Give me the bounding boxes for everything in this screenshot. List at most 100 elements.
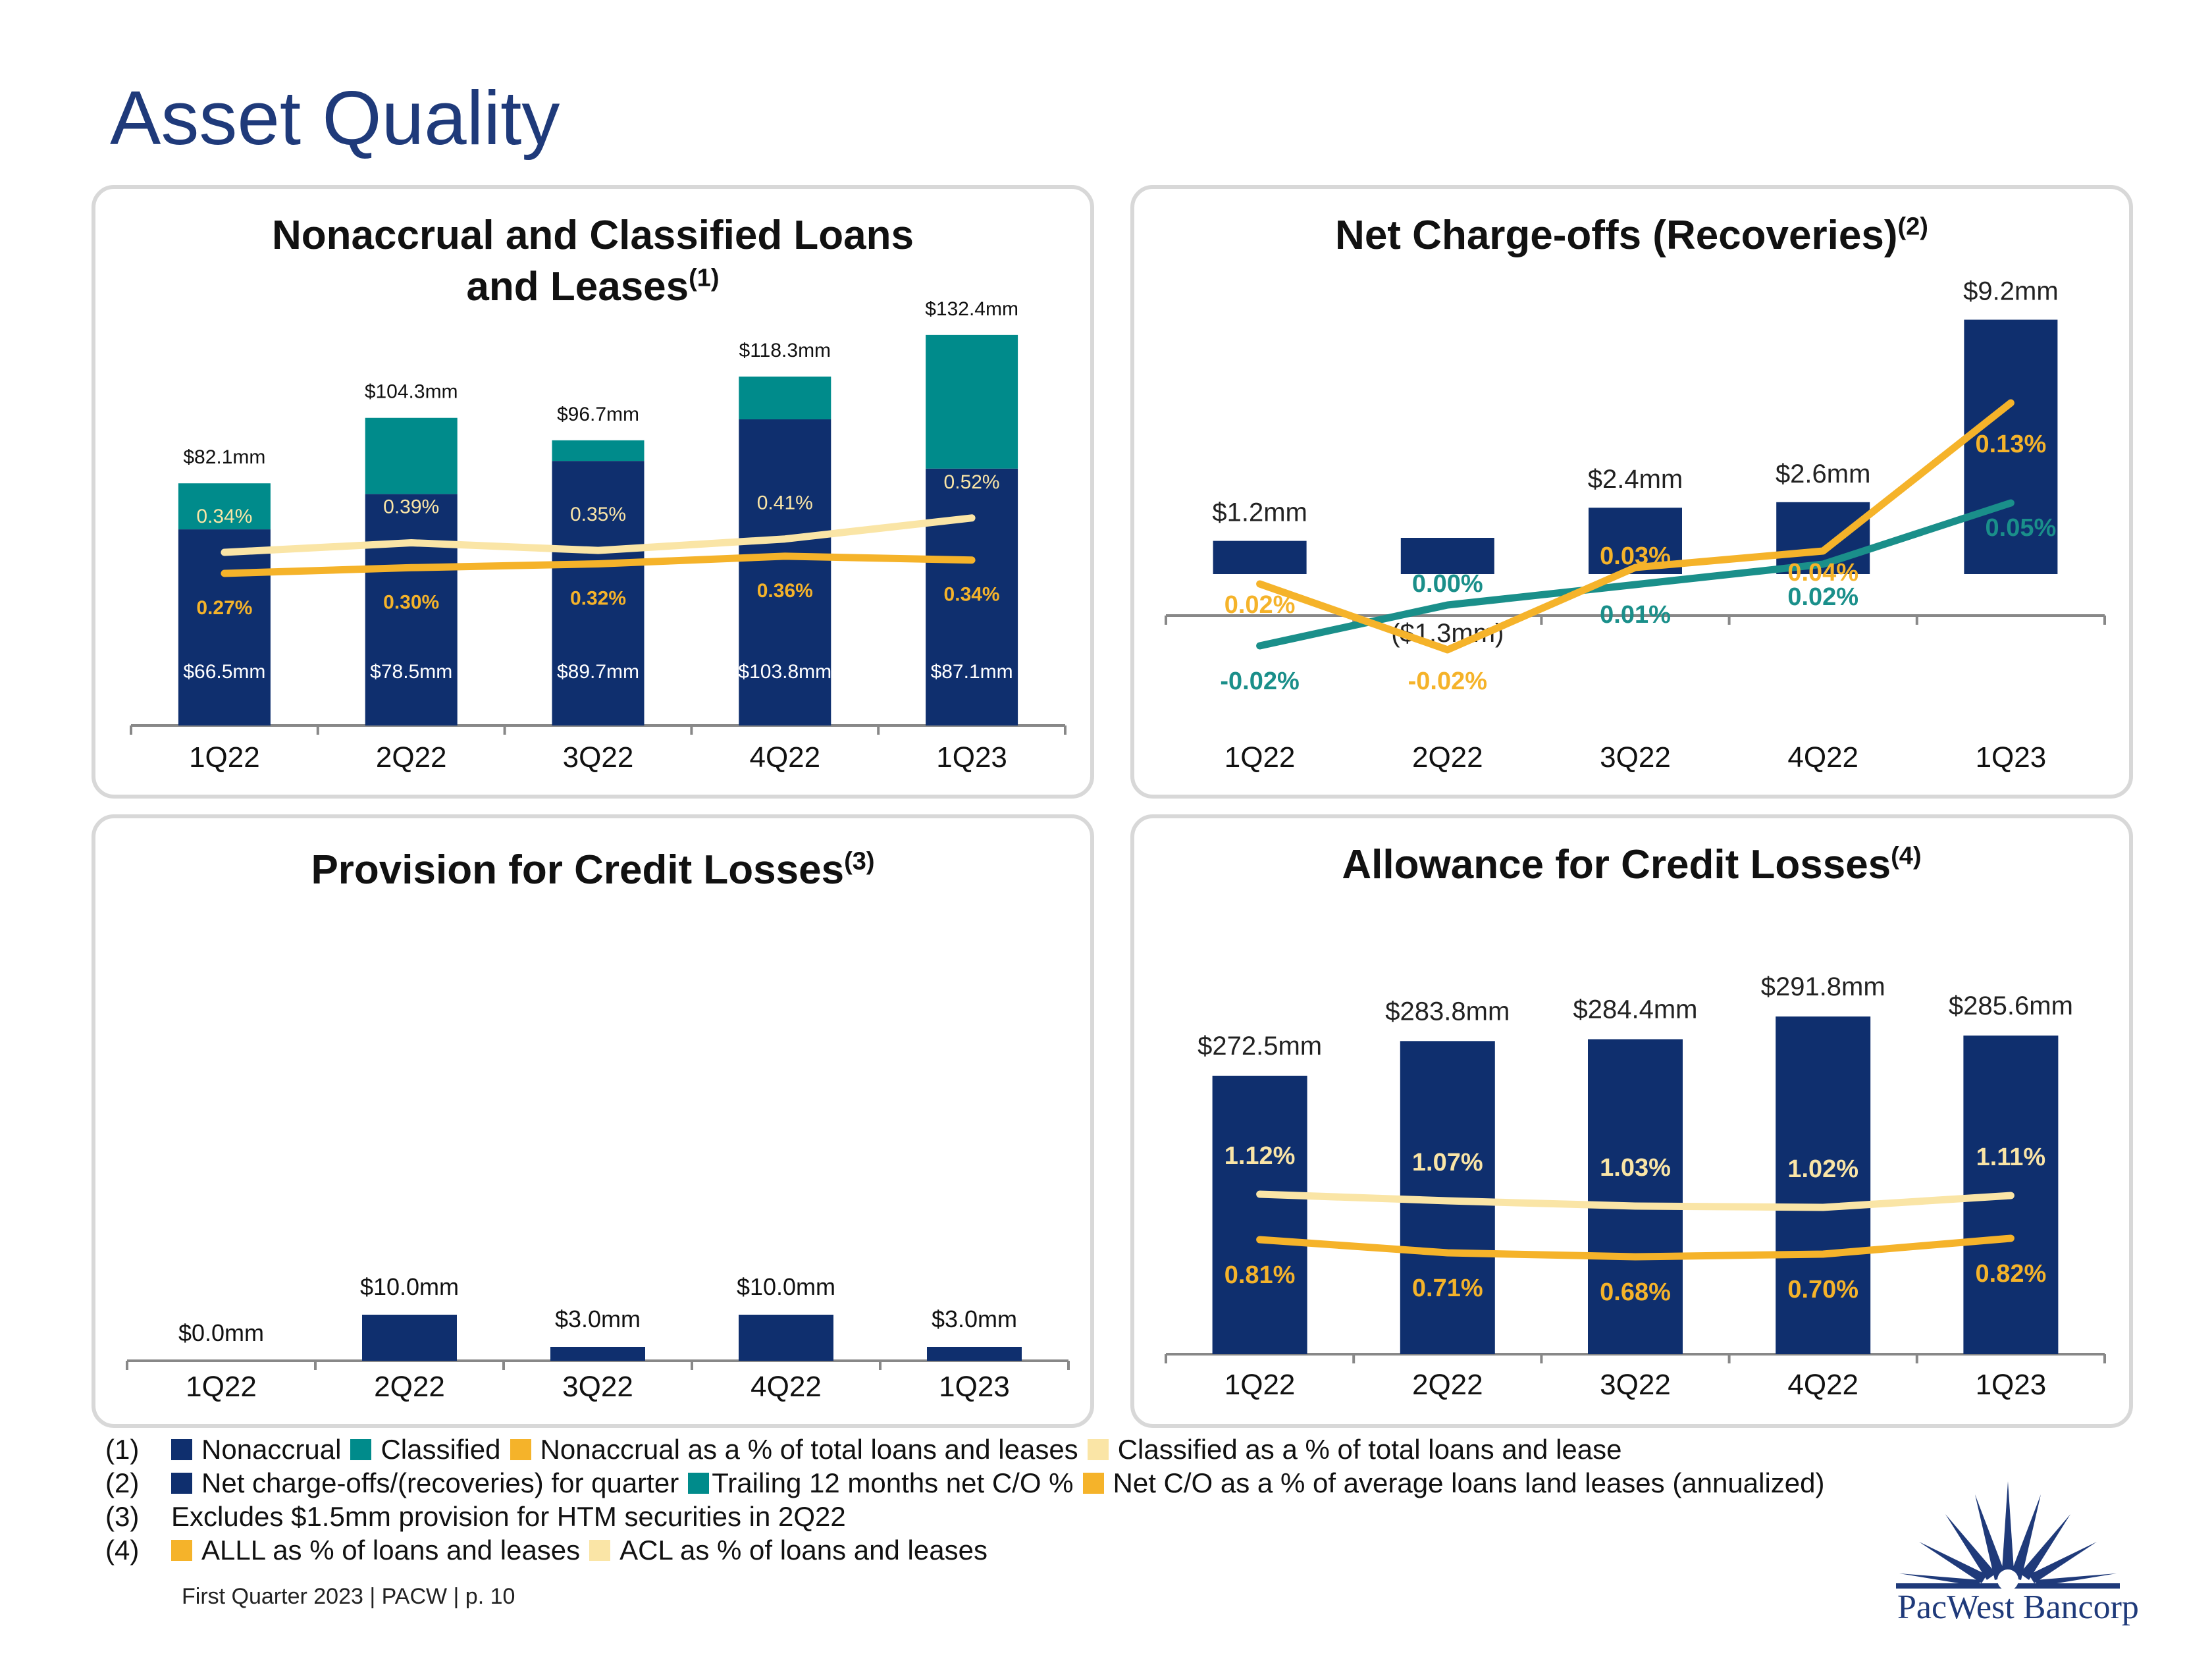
x-tick-label: 4Q22 — [1787, 1369, 1858, 1401]
legend-label: Nonaccrual as a % of total loans and lea… — [540, 1433, 1078, 1465]
allowance-panel: Allowance for Credit Losses(4) 1Q22 2Q22 3… — [1130, 814, 2133, 1428]
nonaccrual-bar — [552, 461, 645, 725]
classified-bar — [926, 334, 1018, 469]
nonaccrual-pct-line — [221, 552, 976, 577]
trailing-12m-label: 0.00% — [1412, 570, 1483, 598]
provision-label: $10.0mm — [737, 1273, 835, 1300]
nonaccrual-pct-label: 0.34% — [944, 584, 1000, 606]
legend-label: Net charge-offs/(recoveries) for quarter — [201, 1467, 679, 1498]
swatch-icon — [688, 1472, 710, 1494]
classified-pct-line — [221, 514, 976, 556]
panel-title-text: Allowance for Credit Losses — [1342, 842, 1891, 887]
trailing-12m-label: -0.02% — [1220, 668, 1299, 695]
legend-label: ALLL as % of loans and leases — [201, 1534, 581, 1566]
provision-chart: 1Q22 2Q22 3Q22 4Q22 1Q23 $0.0mm $10.0mm $3.0mm $… — [126, 1273, 1070, 1403]
panel-title-line2: and Leases — [466, 264, 689, 309]
provision-bar — [927, 1347, 1022, 1361]
classified-bar — [365, 417, 458, 494]
nonaccrual-label: $103.8mm — [738, 661, 831, 683]
trailing-12m-label: 0.02% — [1787, 583, 1858, 611]
page-title: Asset Quality — [110, 75, 560, 161]
acl-pct-label: 1.07% — [1412, 1149, 1483, 1176]
panel-title: Net Charge-offs (Recoveries)(2) — [1134, 210, 2129, 261]
footnote-ref: (1) — [689, 264, 720, 292]
alll-pct-label: 0.70% — [1787, 1276, 1858, 1304]
legend-label: Trailing 12 months net C/O % — [712, 1467, 1074, 1498]
swatch-icon — [171, 1539, 192, 1561]
nonaccrual-bar — [178, 529, 271, 725]
nonaccrual-chart: 1Q22 2Q22 3Q22 4Q22 1Q23 $82.1mm $66.5mm $104.3… — [130, 298, 1066, 774]
alll-pct-label: 0.82% — [1976, 1260, 2047, 1288]
pacwest-sunburst-logo-icon — [1896, 1481, 2120, 1591]
acl-pct-label: 1.03% — [1600, 1154, 1671, 1182]
provision-label: $10.0mm — [360, 1273, 459, 1300]
legend-label: Classified as a % of total loans and lea… — [1117, 1433, 1622, 1465]
alll-pct-label: 0.81% — [1224, 1261, 1296, 1289]
nonaccrual-classified-panel: Nonaccrual and Classified Loans and Leas… — [92, 185, 1094, 799]
total-label: $104.3mm — [365, 381, 458, 403]
acl-pct-label: 1.02% — [1787, 1155, 1858, 1183]
provision-bar — [550, 1347, 645, 1361]
net-co-pct-label: 0.03% — [1600, 542, 1671, 570]
alll-pct-line — [1256, 1234, 2014, 1261]
panel-title: Provision for Credit Losses(3) — [95, 845, 1090, 896]
x-tick-label: 3Q22 — [562, 1371, 633, 1403]
panel-title-line1: Nonaccrual and Classified Loans — [271, 213, 914, 258]
classified-pct-label: 0.35% — [570, 504, 626, 525]
nonaccrual-label: $87.1mm — [931, 661, 1013, 683]
total-label: $132.4mm — [925, 298, 1018, 320]
total-label: $118.3mm — [739, 340, 831, 361]
swatch-icon — [171, 1472, 192, 1494]
x-tick-label: 2Q22 — [376, 741, 447, 774]
footnote-3: (3) Excludes $1.5mm provision for HTM se… — [105, 1500, 1833, 1533]
legend-classified-pct: Classified as a % of total loans and lea… — [1087, 1433, 1622, 1465]
swatch-icon — [350, 1438, 372, 1460]
trailing-12m-line — [1256, 499, 2014, 650]
legend-net-charge-offs: Net charge-offs/(recoveries) for quarter — [171, 1467, 679, 1499]
panel-title-text: Provision for Credit Losses — [311, 847, 845, 893]
legend-label: Nonaccrual — [201, 1433, 342, 1465]
legend-acl-pct: ACL as % of loans and leases — [589, 1535, 988, 1566]
net-co-pct-label: 0.02% — [1224, 591, 1296, 619]
nonaccrual-pct-label: 0.36% — [757, 580, 813, 602]
legend-net-co-pct: Net C/O as a % of average loans land lea… — [1082, 1467, 1824, 1499]
allowance-bar — [1776, 1016, 1871, 1354]
provision-panel: Provision for Credit Losses(3) 1Q22 2Q22 3… — [92, 814, 1094, 1428]
legend-classified: Classified — [350, 1434, 501, 1465]
panel-title: Nonaccrual and Classified Loans and Leas… — [260, 210, 926, 313]
acl-pct-line — [1256, 1190, 2014, 1211]
allowance-label: $272.5mm — [1198, 1032, 1322, 1061]
net-co-pct-line — [1256, 399, 2014, 654]
net-charge-off-bar — [1964, 319, 2058, 574]
nonaccrual-label: $78.5mm — [370, 661, 452, 683]
provision-label: $0.0mm — [178, 1319, 264, 1346]
classified-pct-label: 0.52% — [944, 471, 1000, 493]
allowance-chart: 1Q22 2Q22 3Q22 4Q22 1Q23 $272.5mm $283.8mm $284… — [1165, 972, 2106, 1401]
net-charge-offs-panel: Net Charge-offs (Recoveries)(2) 1Q22 2Q22… — [1130, 185, 2133, 799]
x-tick-label: 4Q22 — [750, 1371, 822, 1403]
x-tick-label: 1Q23 — [936, 741, 1007, 774]
trailing-12m-label: 0.01% — [1600, 601, 1671, 629]
classified-pct-label: 0.41% — [757, 492, 813, 514]
net-co-pct-label: 0.04% — [1787, 559, 1858, 587]
x-tick-label: 4Q22 — [1787, 741, 1858, 774]
net-charge-off-label: $9.2mm — [1963, 277, 2059, 306]
footnote-number: (4) — [105, 1534, 140, 1566]
x-tick-label: 1Q23 — [939, 1371, 1010, 1403]
provision-bar — [362, 1315, 457, 1361]
x-tick-label: 1Q23 — [1976, 1369, 2047, 1401]
x-tick-label: 1Q22 — [189, 741, 260, 774]
footnotes: (1) Nonaccrual Classified Nonaccrual as … — [105, 1433, 1833, 1567]
footnote-number: (2) — [105, 1467, 140, 1498]
allowance-label: $283.8mm — [1385, 997, 1510, 1026]
nonaccrual-label: $89.7mm — [557, 661, 639, 683]
allowance-bar — [1588, 1039, 1683, 1354]
x-tick-label: 2Q22 — [1412, 741, 1483, 774]
provision-bar — [739, 1315, 833, 1361]
allowance-bar — [1212, 1076, 1307, 1354]
provision-label: $3.0mm — [555, 1305, 641, 1332]
net-charge-off-label: $1.2mm — [1212, 498, 1307, 527]
swatch-icon — [171, 1438, 192, 1460]
allowance-label: $285.6mm — [1949, 991, 2073, 1020]
x-tick-label: 1Q22 — [1224, 741, 1296, 774]
